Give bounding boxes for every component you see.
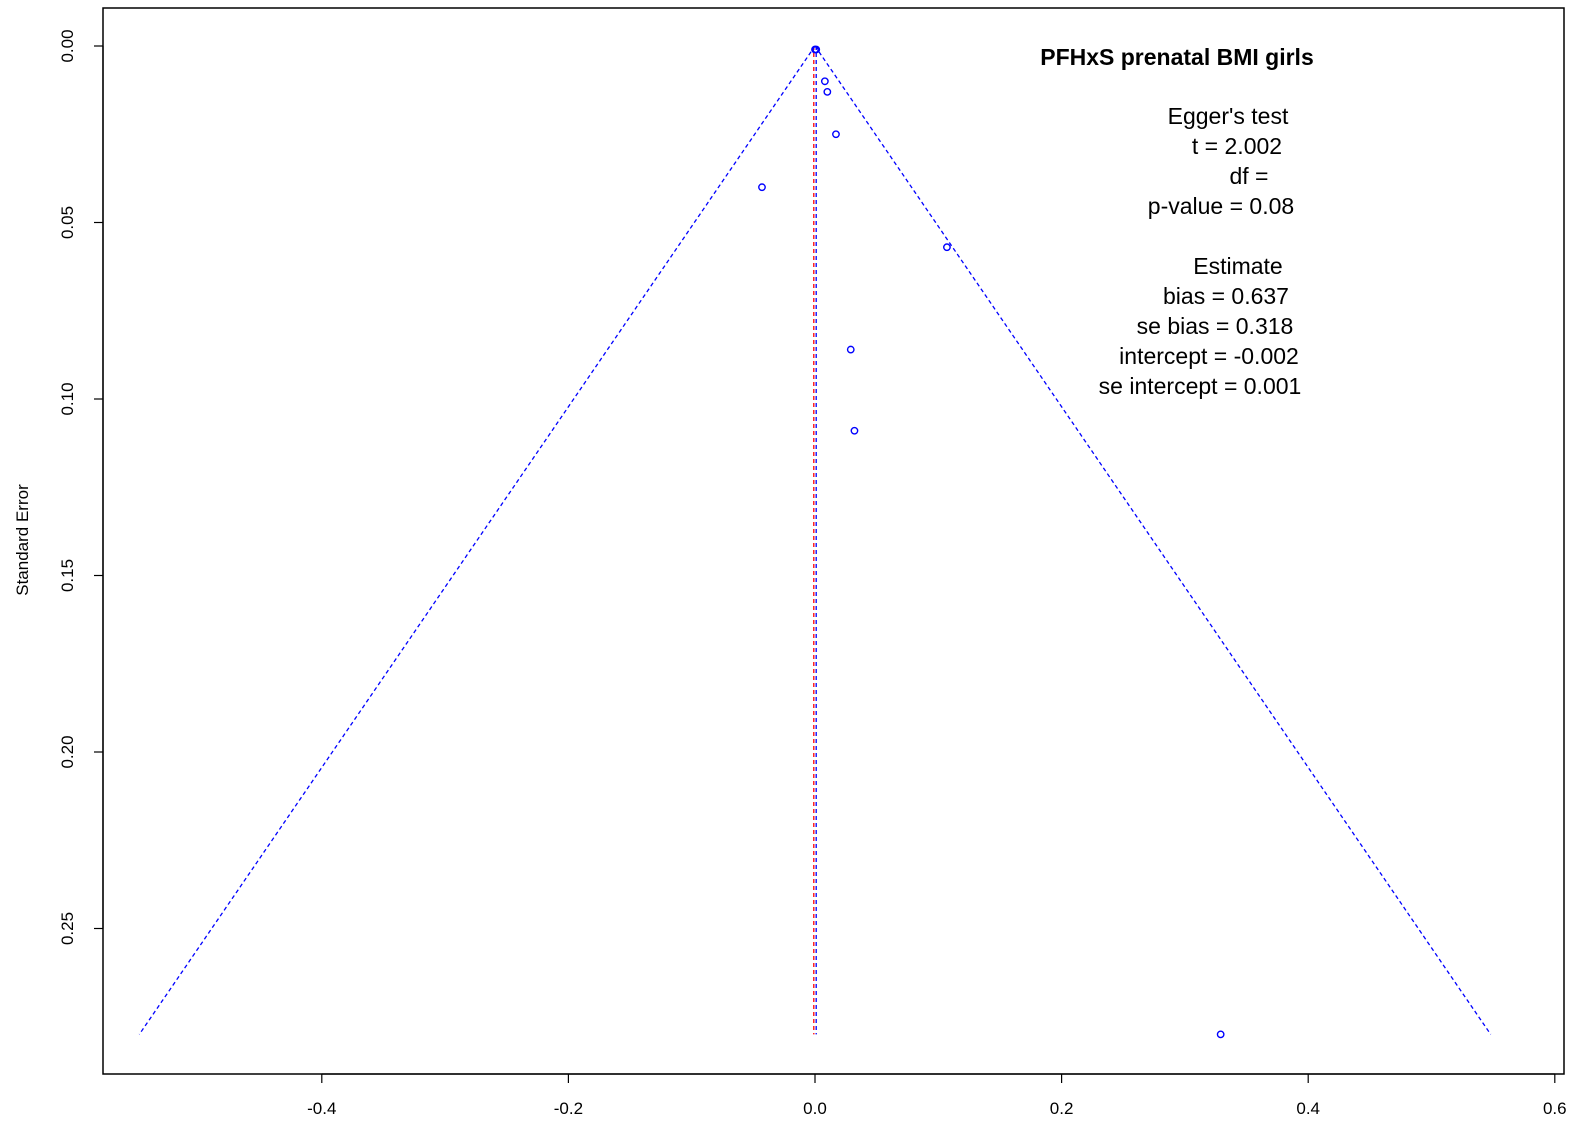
y-axis: 0.00 0.05 0.10 0.15 0.20 0.25 <box>58 29 104 945</box>
data-point-7 <box>846 345 855 354</box>
plot-box <box>102 7 1565 1075</box>
data-point-2 <box>820 77 829 86</box>
data-point-9 <box>1216 1030 1225 1039</box>
x-tick-label-2: 0.0 <box>803 1099 827 1118</box>
x-tick-label-4: 0.4 <box>1296 1099 1320 1118</box>
y-tick-label-3: 0.15 <box>58 559 77 592</box>
y-tick-label-4: 0.20 <box>58 735 77 768</box>
y-axis-label: Standard Error <box>13 484 32 596</box>
data-point-1 <box>812 45 821 54</box>
estimate-bias: bias = 0.637 <box>1163 283 1289 309</box>
data-point-6 <box>943 243 951 252</box>
data-point-4 <box>832 130 840 139</box>
x-tick-label-3: 0.2 <box>1050 1099 1074 1118</box>
data-point-3 <box>823 87 832 96</box>
data-point-8 <box>850 426 859 435</box>
estimate-heading: Estimate <box>1193 253 1282 279</box>
egger-annotation: Egger's test t = 2.002 df = p-value = 0.… <box>1099 103 1302 399</box>
egger-df-value: df = <box>1229 163 1268 189</box>
funnel-right-line <box>814 45 1492 1035</box>
funnel-lines <box>138 45 1492 1035</box>
data-point-5 <box>758 183 766 192</box>
egger-p-value: p-value = 0.08 <box>1148 193 1294 219</box>
estimate-se-bias: se bias = 0.318 <box>1137 313 1294 339</box>
x-axis: -0.4 -0.2 0.0 0.2 0.4 0.6 <box>307 1073 1567 1118</box>
chart-title: PFHxS prenatal BMI girls <box>1040 44 1314 70</box>
x-tick-label-5: 0.6 <box>1543 1099 1567 1118</box>
estimate-se-intercept: se intercept = 0.001 <box>1099 373 1302 399</box>
x-tick-label-0: -0.4 <box>307 1099 336 1118</box>
x-tick-label-1: -0.2 <box>554 1099 583 1118</box>
y-tick-label-0: 0.00 <box>58 29 77 62</box>
egger-t-value: t = 2.002 <box>1192 133 1282 159</box>
funnel-left-line <box>138 45 816 1035</box>
estimate-intercept: intercept = -0.002 <box>1119 343 1299 369</box>
y-tick-label-2: 0.10 <box>58 382 77 415</box>
y-tick-label-1: 0.05 <box>58 206 77 239</box>
data-points <box>758 45 1225 1039</box>
y-tick-label-5: 0.25 <box>58 912 77 945</box>
egger-heading: Egger's test <box>1168 103 1289 129</box>
